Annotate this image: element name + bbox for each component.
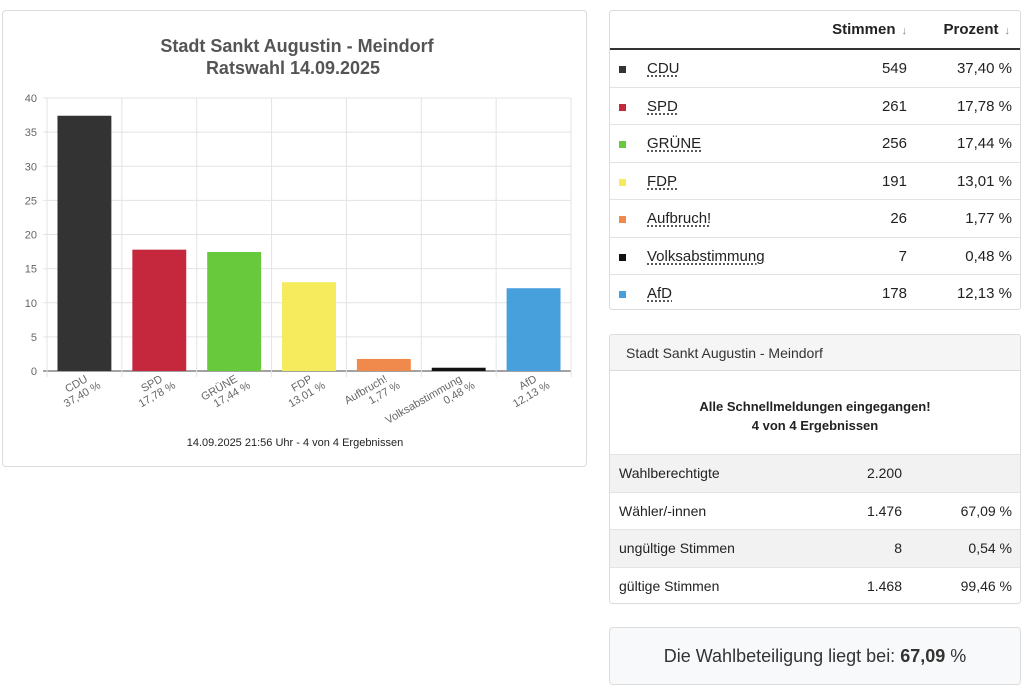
bar-volksabstimmung[interactable] [431, 367, 486, 371]
votes-cell: 549 [881, 60, 907, 77]
party-name-link[interactable]: Volksabstimmung [647, 247, 765, 265]
bar-grne[interactable] [207, 251, 262, 371]
summary-label: Wahlberechtigte [619, 465, 720, 481]
summary-percent: 99,46 % [960, 577, 1012, 594]
chart-title: Stadt Sankt Augustin - Meindorf [160, 36, 434, 56]
percent-cell: 1,77 % [965, 210, 1012, 227]
votes-column-header[interactable]: Stimmen ↓ [832, 21, 907, 38]
table-row: Volksabstimmung 7 0,48 % [610, 238, 1020, 275]
votes-cell: 261 [881, 97, 907, 115]
votes-cell: 7 [898, 247, 907, 265]
y-tick-label: 35 [25, 127, 37, 139]
table-row: CDU 549 37,40 % [610, 50, 1020, 88]
y-tick-label: 25 [25, 195, 37, 207]
party-name-link[interactable]: AfD [647, 285, 673, 302]
summary-percent: 0,54 % [968, 540, 1012, 556]
bar-chart: Stadt Sankt Augustin - Meindorf Ratswahl… [25, 36, 572, 449]
percent-cell: 0,48 % [965, 247, 1012, 265]
party-name-link[interactable]: SPD [647, 97, 678, 115]
party-color-swatch [619, 216, 626, 223]
y-tick-label: 5 [31, 332, 37, 344]
y-tick-label: 30 [25, 161, 37, 173]
table-row: GRÜNE 256 17,44 % [610, 125, 1020, 163]
y-tick-label: 0 [31, 366, 37, 378]
y-tick-label: 40 [25, 93, 37, 105]
summary-value: 2.200 [866, 465, 902, 481]
summary-row: gültige Stimmen 1.468 99,46 % [610, 566, 1020, 604]
votes-cell: 178 [881, 285, 907, 302]
y-tick-label: 10 [25, 298, 37, 310]
turnout-box: Die Wahlbeteiligung liegt bei: 67,09 % [609, 627, 1021, 685]
summary-row: ungültige Stimmen 8 0,54 % [610, 529, 1020, 567]
sort-arrow-icon: ↓ [1004, 25, 1011, 37]
turnout-text: Die Wahlbeteiligung liegt bei: [663, 646, 896, 666]
y-tick-label: 15 [25, 264, 37, 276]
party-color-swatch [619, 291, 626, 298]
party-color-swatch [619, 66, 626, 73]
party-color-swatch [619, 178, 626, 186]
percent-cell: 37,40 % [956, 60, 1012, 77]
summary-row: Wahlberechtigte 2.200 [610, 454, 1020, 492]
party-name-link[interactable]: FDP [647, 172, 677, 190]
table-row: Aufbruch! 26 1,77 % [610, 200, 1020, 238]
party-color-swatch [619, 141, 626, 148]
summary-value: 8 [894, 540, 902, 556]
chart-card: Stadt Sankt Augustin - Meindorf Ratswahl… [2, 10, 587, 467]
percent-cell: 17,78 % [956, 97, 1012, 115]
y-tick-label: 20 [25, 230, 37, 242]
percent-cell: 13,01 % [956, 172, 1012, 190]
summary-note: Alle Schnellmeldungen eingegangen! 4 von… [610, 371, 1020, 454]
chart-subtitle: Ratswahl 14.09.2025 [206, 58, 380, 78]
summary-label: gültige Stimmen [619, 577, 720, 594]
summary-note-count: 4 von 4 Ergebnissen [751, 418, 879, 433]
votes-cell: 26 [890, 210, 907, 227]
turnout-value: 67,09 [900, 646, 946, 666]
results-table: Stimmen ↓ Prozent ↓ CDU 549 37,40 % SPD 261 17… [609, 10, 1021, 310]
party-color-swatch [619, 253, 626, 261]
bar-cdu[interactable] [57, 115, 112, 372]
bar-spd[interactable] [132, 249, 187, 371]
bar-aufbruch[interactable] [356, 358, 411, 371]
bar-fdp[interactable] [282, 282, 336, 371]
summary-note-status: Alle Schnellmeldungen eingegangen! [699, 399, 931, 414]
summary-title: Stadt Sankt Augustin - Meindorf [610, 335, 1020, 371]
summary-card: Stadt Sankt Augustin - Meindorf Alle Sch… [609, 334, 1021, 604]
sort-arrow-icon: ↓ [901, 25, 908, 37]
summary-percent: 67,09 % [960, 502, 1012, 519]
summary-row: Wähler/-innen 1.476 67,09 % [610, 491, 1020, 530]
bar-afd[interactable] [506, 288, 561, 371]
summary-value: 1.476 [866, 502, 902, 519]
turnout-unit: % [950, 646, 967, 666]
party-name-link[interactable]: Aufbruch! [647, 210, 712, 227]
summary-value: 1.468 [866, 577, 902, 594]
party-name-link[interactable]: CDU [647, 60, 680, 77]
table-row: AfD 178 12,13 % [610, 275, 1020, 313]
votes-cell: 256 [881, 135, 907, 152]
chart-footer: 14.09.2025 21:56 Uhr - 4 von 4 Ergebniss… [187, 437, 403, 449]
table-row: FDP 191 13,01 % [610, 163, 1020, 200]
summary-label: ungültige Stimmen [619, 540, 735, 556]
table-row: SPD 261 17,78 % [610, 88, 1020, 125]
party-name-link[interactable]: GRÜNE [647, 135, 702, 152]
summary-label: Wähler/-innen [619, 502, 707, 519]
percent-column-header[interactable]: Prozent ↓ [943, 21, 1010, 38]
party-color-swatch [619, 103, 626, 111]
percent-cell: 17,44 % [956, 135, 1012, 152]
results-header: Stimmen ↓ Prozent ↓ [610, 11, 1020, 50]
votes-cell: 191 [881, 172, 907, 190]
percent-cell: 12,13 % [956, 285, 1012, 302]
